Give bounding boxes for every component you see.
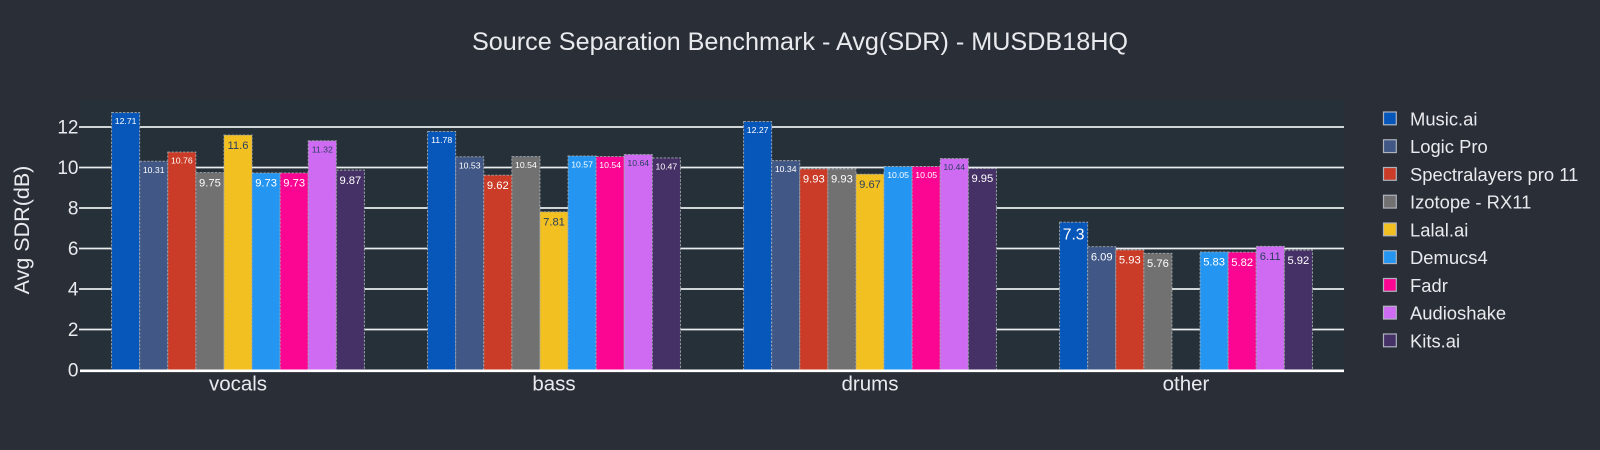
svg-text:9.73: 9.73 <box>255 178 277 190</box>
svg-text:12.71: 12.71 <box>115 116 137 126</box>
svg-text:6: 6 <box>68 239 79 260</box>
svg-text:9.87: 9.87 <box>339 175 361 187</box>
svg-text:9.95: 9.95 <box>971 173 993 185</box>
svg-text:10.34: 10.34 <box>775 164 797 174</box>
svg-text:9.62: 9.62 <box>487 180 509 192</box>
svg-text:9.73: 9.73 <box>283 178 305 190</box>
svg-text:9.75: 9.75 <box>199 177 221 189</box>
svg-text:10.76: 10.76 <box>171 156 193 166</box>
svg-text:Lalal.ai: Lalal.ai <box>1410 219 1468 240</box>
svg-text:Izotope - RX11: Izotope - RX11 <box>1410 192 1531 213</box>
svg-text:12.27: 12.27 <box>747 125 769 135</box>
svg-text:7.81: 7.81 <box>543 217 565 229</box>
svg-text:6.09: 6.09 <box>1091 251 1113 263</box>
svg-text:2: 2 <box>68 320 79 341</box>
svg-text:Kits.ai: Kits.ai <box>1410 330 1460 351</box>
svg-text:0: 0 <box>68 361 79 382</box>
svg-text:drums: drums <box>842 373 899 396</box>
svg-text:bass: bass <box>532 373 575 396</box>
svg-text:10.44: 10.44 <box>943 162 965 172</box>
svg-text:Avg SDR(dB): Avg SDR(dB) <box>10 166 34 295</box>
svg-text:8: 8 <box>68 199 79 220</box>
svg-text:10.05: 10.05 <box>887 170 909 180</box>
svg-text:other: other <box>1163 373 1210 396</box>
svg-text:vocals: vocals <box>209 373 267 396</box>
svg-text:10.53: 10.53 <box>459 160 481 170</box>
svg-text:5.92: 5.92 <box>1287 255 1309 267</box>
svg-text:5.93: 5.93 <box>1119 255 1141 267</box>
svg-text:11.6: 11.6 <box>228 140 249 152</box>
svg-text:10.57: 10.57 <box>571 160 593 170</box>
svg-text:9.93: 9.93 <box>831 174 853 186</box>
svg-text:10.64: 10.64 <box>627 158 649 168</box>
svg-text:10.54: 10.54 <box>515 160 537 170</box>
svg-text:Audioshake: Audioshake <box>1410 303 1506 324</box>
svg-text:5.76: 5.76 <box>1147 258 1169 270</box>
svg-text:Logic Pro: Logic Pro <box>1410 136 1488 157</box>
svg-text:Source Separation Benchmark -: Source Separation Benchmark - Avg(SDR) -… <box>472 28 1128 56</box>
svg-text:Fadr: Fadr <box>1410 275 1448 296</box>
svg-text:5.83: 5.83 <box>1203 257 1225 269</box>
svg-text:10.31: 10.31 <box>143 165 165 175</box>
svg-text:11.32: 11.32 <box>312 144 333 154</box>
svg-text:5.82: 5.82 <box>1231 257 1253 269</box>
svg-text:10.47: 10.47 <box>655 162 677 172</box>
svg-text:11.78: 11.78 <box>431 135 452 145</box>
svg-text:9.67: 9.67 <box>859 179 881 191</box>
svg-text:10.54: 10.54 <box>599 160 621 170</box>
svg-text:4: 4 <box>68 280 79 301</box>
svg-text:12: 12 <box>57 118 78 139</box>
svg-text:10.05: 10.05 <box>915 170 937 180</box>
svg-text:9.93: 9.93 <box>803 174 825 186</box>
svg-text:Music.ai: Music.ai <box>1410 108 1477 129</box>
svg-text:Spectralayers pro 11: Spectralayers pro 11 <box>1410 164 1578 185</box>
svg-text:Demucs4: Demucs4 <box>1410 247 1488 268</box>
svg-text:7.3: 7.3 <box>1063 227 1085 244</box>
svg-text:6.11: 6.11 <box>1260 251 1281 263</box>
svg-text:10: 10 <box>57 158 78 179</box>
